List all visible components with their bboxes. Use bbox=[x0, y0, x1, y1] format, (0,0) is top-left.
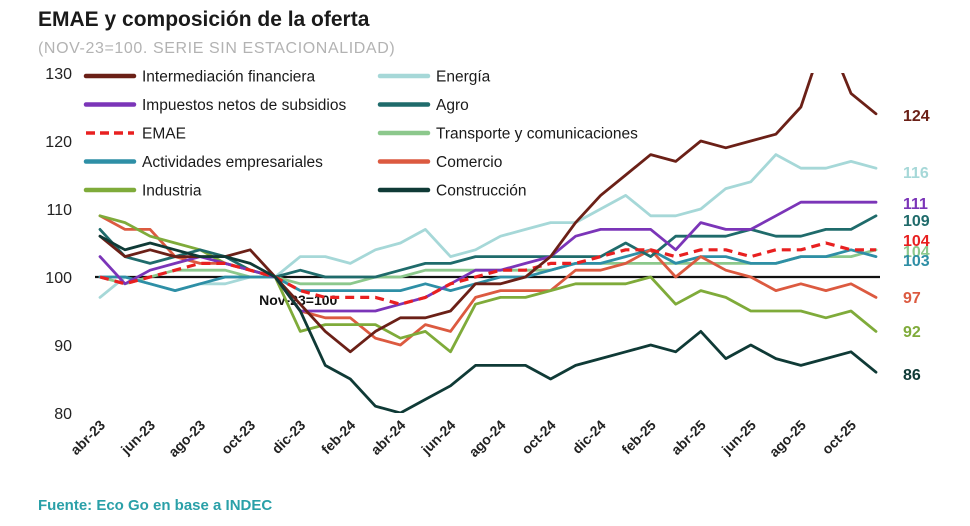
x-axis: abr-23 jun-23 ago-23 oct-23 dic-23 feb-24 abr-… bbox=[67, 417, 859, 460]
end-label-comercio: 97 bbox=[903, 290, 921, 307]
legend-item-industria: Industria bbox=[83, 183, 202, 200]
series-line-impuestos-netos-de-subsidios bbox=[98, 200, 878, 313]
legend-item-transporte-y-comunicaciones: Transporte y comunicaciones bbox=[377, 126, 638, 143]
legend-label: Comercio bbox=[436, 154, 502, 171]
y-tick-label: 110 bbox=[46, 202, 72, 219]
chart-subtitle: (NOV-23=100. SERIE SIN ESTACIONALIDAD) bbox=[38, 40, 396, 57]
legend-label: Impuestos netos de subsidios bbox=[142, 97, 346, 114]
legend-item-impuestos-netos-de-subsidios: Impuestos netos de subsidios bbox=[83, 97, 346, 114]
legend-item-emae: EMAE bbox=[86, 126, 186, 143]
end-label-actividades-empresariales: 103 bbox=[903, 253, 930, 270]
y-tick-label: 80 bbox=[54, 406, 72, 423]
x-tick-label: feb-24 bbox=[318, 417, 359, 458]
x-tick-label: ago-24 bbox=[465, 417, 508, 460]
x-tick-label: abr-25 bbox=[668, 417, 709, 458]
legend-label: Actividades empresariales bbox=[142, 154, 323, 171]
reference-line-label: Nov-23=100 bbox=[259, 292, 337, 308]
legend-label: Industria bbox=[142, 183, 202, 200]
x-tick-label: dic-24 bbox=[569, 417, 609, 457]
legend-item-comercio: Comercio bbox=[377, 154, 502, 171]
x-tick-label: jun-23 bbox=[117, 417, 158, 458]
series-line-intermediacion-financiera bbox=[98, 73, 878, 354]
legend-label: EMAE bbox=[142, 126, 186, 143]
legend-label: Agro bbox=[436, 97, 469, 114]
legend-item-intermediacion-financiera: Intermediación financiera bbox=[83, 69, 316, 86]
chart-title: EMAE y composición de la oferta bbox=[38, 8, 370, 31]
end-label-energia: 116 bbox=[903, 165, 929, 182]
y-axis: 80 90 100 110 120 130 bbox=[45, 66, 72, 423]
x-tick-label: jun-24 bbox=[417, 417, 458, 458]
legend-label: Intermediación financiera bbox=[142, 69, 316, 86]
x-tick-label: ago-25 bbox=[766, 417, 809, 460]
y-tick-label: 120 bbox=[45, 134, 72, 151]
series-line-emae bbox=[99, 241, 876, 306]
legend-item-construccion: Construcción bbox=[377, 183, 526, 200]
legend-label: Energía bbox=[436, 69, 491, 86]
y-tick-label: 100 bbox=[45, 270, 72, 287]
x-tick-label: abr-23 bbox=[67, 417, 108, 458]
legend-label: Construcción bbox=[436, 183, 526, 200]
legend-label: Transporte y comunicaciones bbox=[436, 126, 638, 143]
y-tick-label: 90 bbox=[54, 338, 72, 355]
x-tick-label: dic-23 bbox=[268, 417, 308, 457]
end-label-intermediacion-financiera: 124 bbox=[903, 108, 930, 125]
y-tick-label: 130 bbox=[45, 66, 72, 83]
x-tick-label: oct-25 bbox=[819, 417, 860, 458]
end-label-impuestos-netos-de-subsidios: 111 bbox=[903, 196, 928, 213]
end-label-construccion: 86 bbox=[903, 367, 921, 384]
x-tick-label: oct-23 bbox=[218, 417, 259, 458]
x-tick-label: feb-25 bbox=[618, 417, 659, 458]
end-label-agro: 109 bbox=[903, 213, 930, 230]
series-line-energia bbox=[98, 153, 878, 299]
end-label-industria: 92 bbox=[903, 324, 921, 341]
end-label-emae: 104 bbox=[903, 233, 930, 250]
legend: Intermediación financiera Energía Impuesto… bbox=[83, 69, 638, 200]
legend-item-energia: Energía bbox=[377, 69, 491, 86]
source-note: Fuente: Eco Go en base a INDEC bbox=[38, 497, 273, 514]
end-label-transporte-y-comunicaciones: 104 bbox=[903, 244, 930, 261]
x-tick-label: abr-24 bbox=[367, 417, 408, 458]
x-tick-label: ago-23 bbox=[165, 417, 208, 460]
x-tick-label: oct-24 bbox=[518, 417, 559, 458]
series-line-construccion bbox=[98, 234, 878, 413]
legend-item-actividades-empresariales: Actividades empresariales bbox=[83, 154, 323, 171]
x-tick-label: jun-25 bbox=[718, 417, 759, 458]
series-group bbox=[98, 73, 878, 413]
legend-item-agro: Agro bbox=[377, 97, 469, 114]
series-line-actividades-empresariales bbox=[98, 248, 878, 293]
